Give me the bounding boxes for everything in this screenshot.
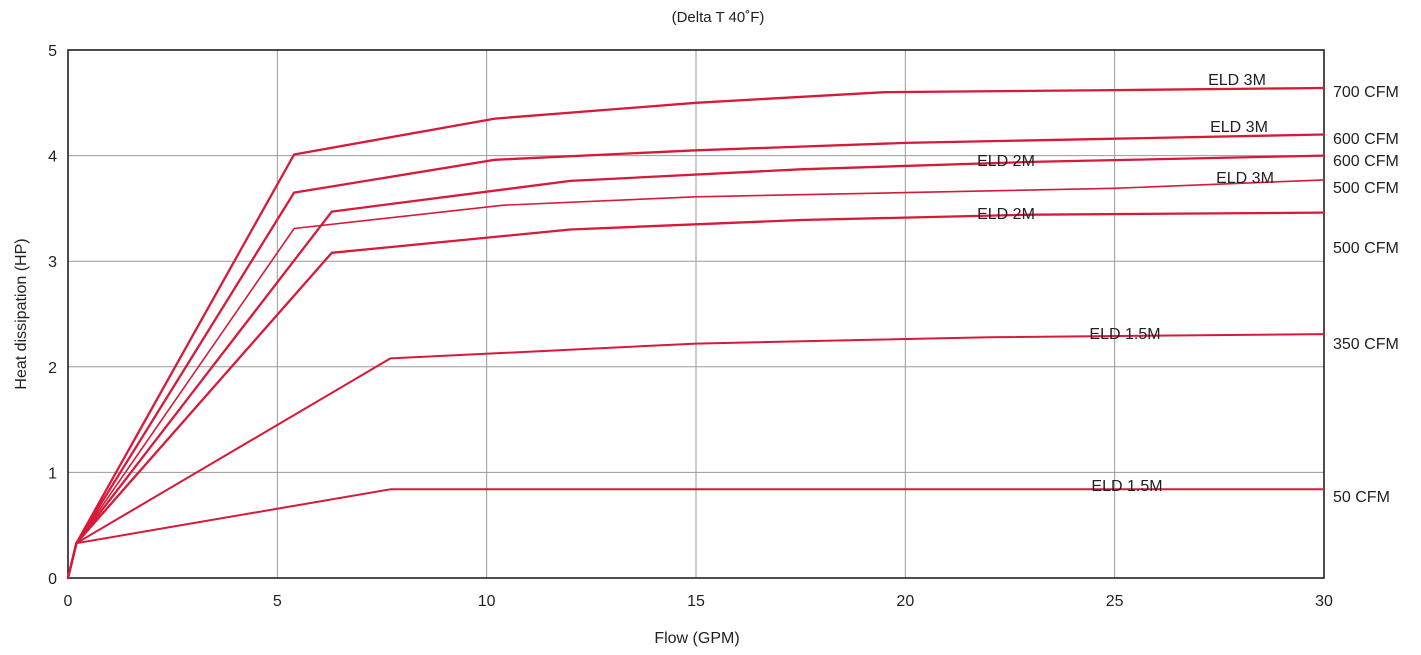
airflow-label: 600 CFM bbox=[1333, 153, 1399, 170]
series-line bbox=[66, 133, 1326, 580]
series-name-label: ELD 1.5M bbox=[1091, 478, 1162, 495]
x-tick-label: 10 bbox=[478, 593, 496, 610]
grid bbox=[68, 50, 1324, 578]
series-line bbox=[67, 179, 1325, 579]
series-labels: ELD 3M 700 CFM ELD 3M 600 CFM ELD 2M 600 CFM E… bbox=[977, 72, 1399, 506]
y-tick-label: 0 bbox=[48, 571, 57, 588]
airflow-label: 50 CFM bbox=[1333, 489, 1390, 506]
series-name-label: ELD 2M bbox=[977, 153, 1035, 170]
y-tick-label: 3 bbox=[48, 254, 57, 271]
series-lines bbox=[66, 86, 1326, 580]
airflow-label: 500 CFM bbox=[1333, 240, 1399, 257]
series-line bbox=[66, 86, 1326, 580]
plot-frame bbox=[67, 49, 1325, 579]
airflow-label: 600 CFM bbox=[1333, 131, 1399, 148]
series-name-label: ELD 1.5M bbox=[1089, 326, 1160, 343]
airflow-label: 700 CFM bbox=[1333, 84, 1399, 101]
x-axis-title: Flow (GPM) bbox=[654, 630, 739, 647]
series-name-label: ELD 2M bbox=[977, 206, 1035, 223]
x-tick-label: 25 bbox=[1106, 593, 1124, 610]
y-tick-label: 1 bbox=[48, 465, 57, 482]
series-name-label: ELD 3M bbox=[1210, 119, 1268, 136]
series-line bbox=[67, 488, 1325, 579]
axis-ticks: 0 5 10 15 20 25 30 0 1 2 3 4 5 bbox=[48, 43, 1333, 610]
x-tick-label: 20 bbox=[896, 593, 914, 610]
x-tick-label: 15 bbox=[687, 593, 705, 610]
x-tick-label: 5 bbox=[273, 593, 282, 610]
chart-title: (Delta T 40˚F) bbox=[672, 9, 765, 26]
y-tick-label: 4 bbox=[48, 149, 57, 166]
y-tick-label: 5 bbox=[48, 43, 57, 60]
airflow-label: 500 CFM bbox=[1333, 180, 1399, 197]
series-name-label: ELD 3M bbox=[1216, 170, 1274, 187]
y-tick-label: 2 bbox=[48, 360, 57, 377]
x-tick-label: 0 bbox=[64, 593, 73, 610]
airflow-label: 350 CFM bbox=[1333, 336, 1399, 353]
y-axis-title: Heat dissipation (HP) bbox=[13, 238, 30, 389]
x-tick-label: 30 bbox=[1315, 593, 1333, 610]
series-name-label: ELD 3M bbox=[1208, 72, 1266, 89]
